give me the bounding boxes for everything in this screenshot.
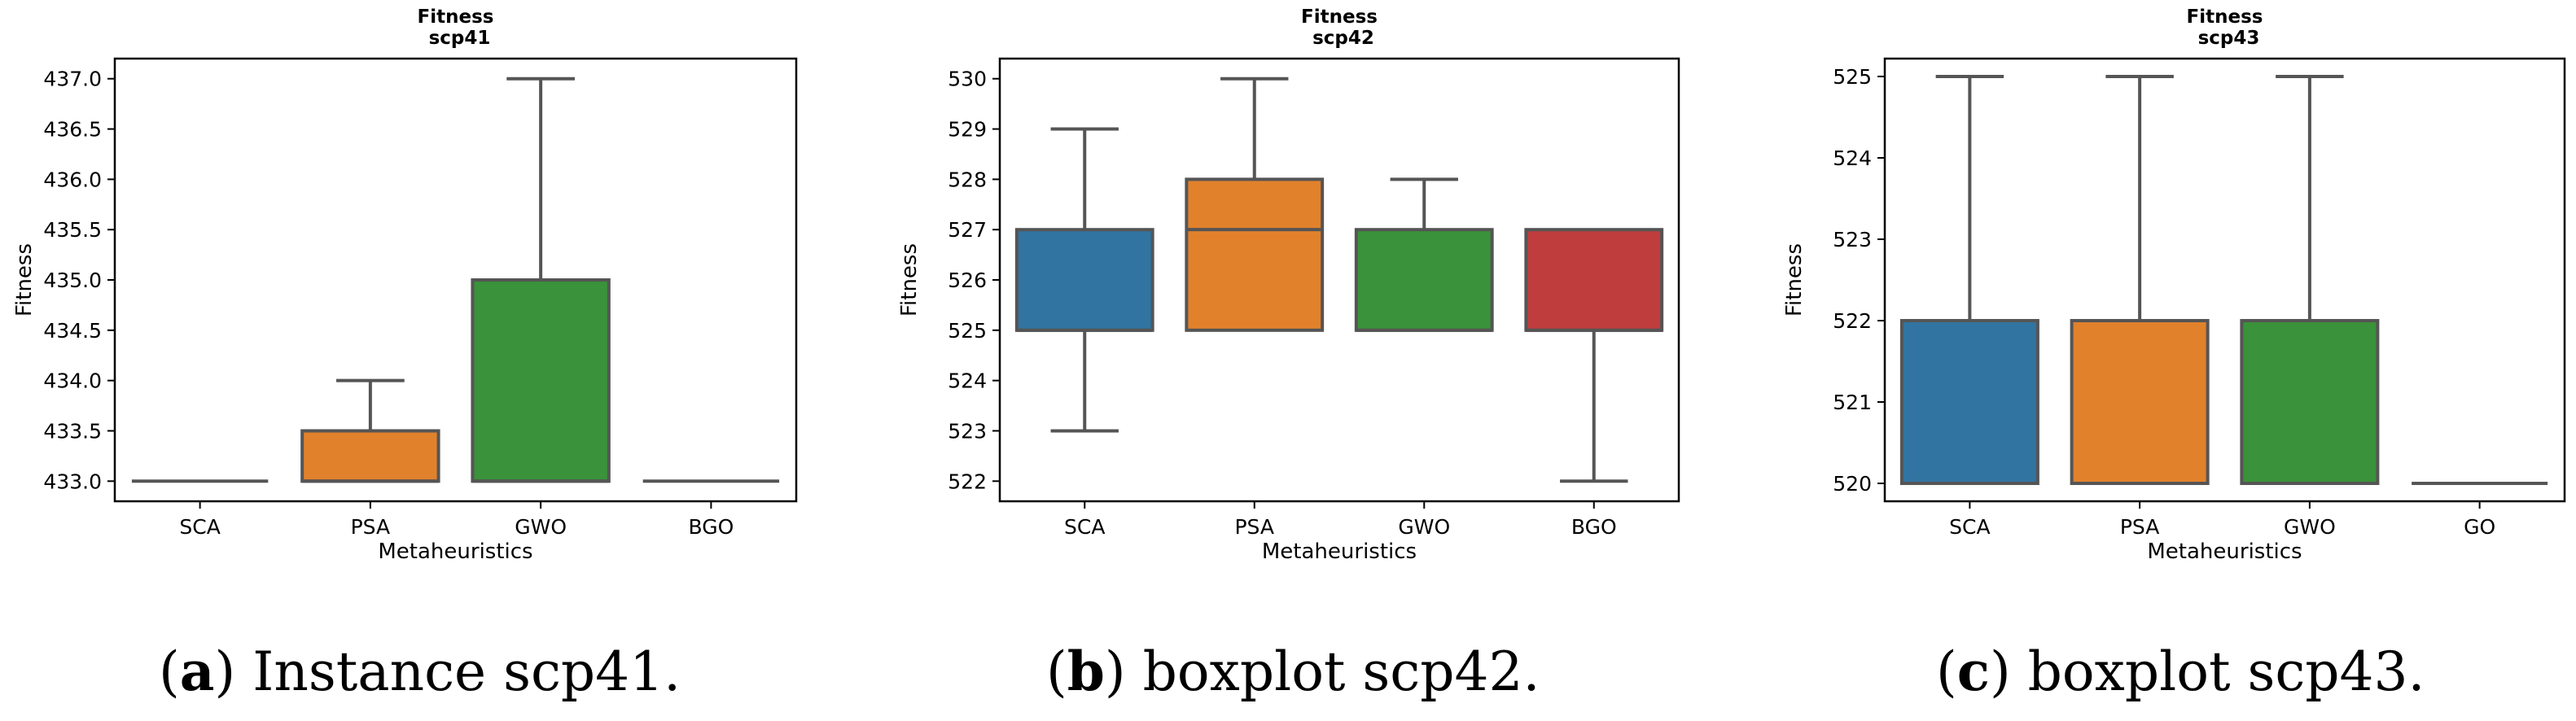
y-tick-label: 436.0	[43, 168, 102, 191]
y-tick-label: 433.5	[43, 419, 102, 443]
caption-text: boxplot scp43.	[2011, 640, 2425, 703]
y-axis-label: Fitness	[1782, 243, 1807, 317]
y-tick-label: 529	[948, 118, 987, 142]
box-body	[1899, 319, 2039, 485]
panel-caption: (c) boxplot scp43.	[1936, 640, 2425, 703]
chart-subtitle: scp43	[2198, 28, 2260, 49]
box-body	[1524, 228, 1664, 332]
chart-subtitle: scp42	[1312, 28, 1374, 49]
x-tick-label: BGO	[688, 515, 734, 539]
y-tick-label: 526	[948, 269, 987, 292]
y-tick-label: 521	[1833, 391, 1872, 414]
x-tick-label: GO	[2464, 515, 2495, 539]
y-tick-label: 524	[948, 369, 987, 393]
caption-letter: b	[1067, 640, 1105, 703]
x-tick-label: PSA	[2120, 515, 2160, 539]
x-tick-label: PSA	[351, 515, 391, 539]
y-tick-label: 523	[948, 419, 987, 443]
panel-caption: (a) Instance scp41.	[159, 640, 681, 703]
box-SCA	[1014, 127, 1154, 433]
box-PSA	[2070, 75, 2210, 485]
y-tick-label: 528	[948, 168, 987, 191]
chart-panel-scp42: Fitnessscp42522523524525526527528529530S…	[897, 7, 1680, 703]
y-tick-label: 530	[948, 68, 987, 91]
y-tick-label: 527	[948, 218, 987, 242]
y-axis-label: Fitness	[12, 243, 37, 317]
box-body	[2070, 319, 2210, 485]
x-axis-label: Metaheuristics	[2147, 540, 2302, 564]
caption-text: Instance scp41.	[235, 640, 681, 703]
box-GWO	[1354, 177, 1494, 332]
box-body	[1185, 177, 1325, 332]
y-tick-label: 522	[948, 470, 987, 493]
x-axis-label: Metaheuristics	[378, 540, 532, 564]
chart-title: Fitness	[1301, 7, 1378, 28]
y-tick-label: 435.5	[43, 218, 102, 242]
x-tick-label: SCA	[179, 515, 220, 539]
x-tick-label: PSA	[1234, 515, 1274, 539]
chart-subtitle: scp41	[429, 28, 491, 49]
x-tick-label: SCA	[1949, 515, 1990, 539]
y-tick-label: 434.5	[43, 319, 102, 343]
y-tick-label: 525	[948, 319, 987, 343]
y-tick-label: 522	[1833, 309, 1872, 333]
x-tick-label: BGO	[1571, 515, 1617, 539]
y-tick-label: 520	[1833, 472, 1872, 496]
y-tick-label: 436.5	[43, 118, 102, 142]
y-tick-label: 524	[1833, 146, 1872, 170]
x-tick-label: GWO	[1398, 515, 1450, 539]
panel-caption: (b) boxplot scp42.	[1046, 640, 1540, 703]
y-tick-label: 433.0	[43, 470, 102, 493]
plot-frame	[1883, 57, 2566, 503]
chart-panel-scp41: Fitnessscp41433.0433.5434.0434.5435.0435…	[12, 7, 798, 703]
caption-text: boxplot scp42.	[1126, 640, 1540, 703]
y-tick-label: 437.0	[43, 68, 102, 91]
y-axis-label: Fitness	[897, 243, 922, 317]
chart-title: Fitness	[418, 7, 494, 28]
box-SCA	[1899, 75, 2039, 485]
caption-letter: c	[1957, 640, 1990, 703]
box-PSA	[1185, 76, 1325, 332]
box-body	[1354, 228, 1494, 332]
x-tick-label: GWO	[2284, 515, 2336, 539]
y-tick-label: 434.0	[43, 369, 102, 393]
plot-frame	[113, 57, 798, 503]
caption-letter: a	[180, 640, 215, 703]
box-GWO	[2240, 75, 2380, 485]
box-PSA	[300, 378, 440, 483]
box-GWO	[471, 76, 611, 483]
box-body	[2240, 319, 2380, 485]
x-tick-label: SCA	[1064, 515, 1105, 539]
box-body	[471, 278, 611, 483]
y-tick-label: 525	[1833, 65, 1872, 89]
x-tick-label: GWO	[515, 515, 567, 539]
box-body	[1014, 228, 1154, 332]
plot-frame	[998, 57, 1680, 503]
chart-title: Fitness	[2187, 7, 2263, 28]
y-tick-label: 523	[1833, 228, 1872, 251]
box-BGO	[1524, 228, 1664, 483]
y-tick-label: 435.0	[43, 269, 102, 292]
box-body	[300, 429, 440, 483]
x-axis-label: Metaheuristics	[1262, 540, 1417, 564]
